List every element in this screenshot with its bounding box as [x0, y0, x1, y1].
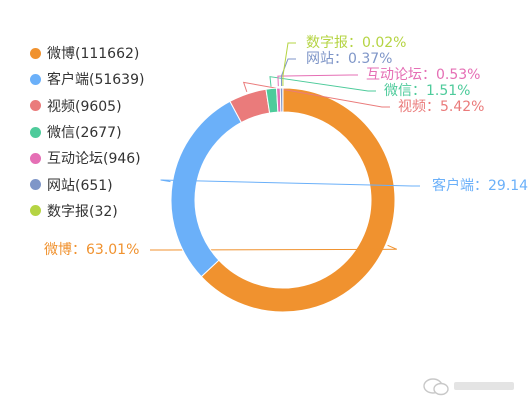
legend-marker: [30, 205, 41, 217]
legend-label: 网站(651): [47, 177, 113, 194]
legend-item[interactable]: 视频(9605): [30, 93, 144, 119]
label-leader-line: [242, 81, 390, 108]
legend-label: 微博(111662): [47, 46, 140, 63]
legend-label: 客户端(51639): [47, 72, 145, 89]
legend-item[interactable]: 互动论坛(946): [30, 145, 144, 171]
slice-label: 网站：0.37%: [306, 51, 392, 67]
label-leader-line: [150, 244, 397, 251]
legend-item[interactable]: 客户端(51639): [30, 66, 144, 92]
label-leader-line: [277, 74, 358, 87]
legend-item[interactable]: 微博(111662): [30, 40, 144, 66]
legend-label: 互动论坛(946): [47, 151, 141, 168]
legend-marker: [30, 152, 41, 164]
legend-label: 数字报(32): [47, 203, 118, 220]
slice-label: 微信：1.51%: [384, 83, 470, 99]
slice-label: 视频：5.42%: [398, 99, 484, 115]
legend-marker: [30, 73, 41, 85]
donut-slice[interactable]: [200, 87, 396, 313]
label-leader-line: [269, 76, 376, 92]
legend-marker: [30, 47, 41, 59]
label-leader-line: [160, 179, 420, 187]
wechat-watermark-logo: [423, 378, 514, 396]
slice-label: 数字报：0.02%: [306, 35, 406, 51]
label-leader-line: [282, 42, 296, 87]
legend-item[interactable]: 数字报(32): [30, 198, 144, 224]
chart-legend: 微博(111662) 客户端(51639) 视频(9605) 微信(2677) 互动论坛…: [30, 40, 144, 224]
legend-marker: [30, 179, 41, 191]
legend-label: 微信(2677): [47, 125, 122, 142]
slice-label: 客户端：29.14%: [432, 177, 528, 194]
legend-marker: [30, 100, 41, 112]
legend-item[interactable]: 网站(651): [30, 171, 144, 197]
legend-marker: [30, 126, 41, 138]
slice-label: 微博：63.01%: [44, 241, 139, 258]
legend-item[interactable]: 微信(2677): [30, 119, 144, 145]
slice-label: 互动论坛：0.53%: [366, 67, 480, 83]
legend-label: 视频(9605): [47, 98, 122, 115]
